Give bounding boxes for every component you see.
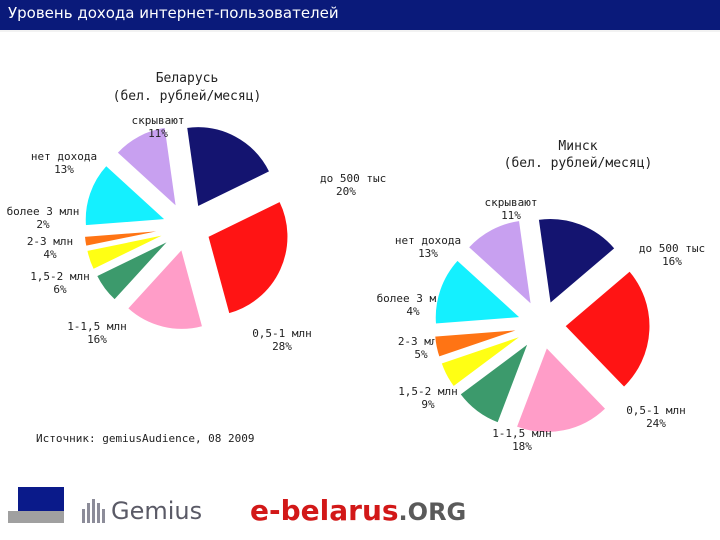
slice-label-minsk-до-500-тыс: до 500 тыс <box>639 242 705 255</box>
slice-value-minsk-1-1-5-млн: 18% <box>512 440 532 453</box>
slice-value-belarus-более-3-млн: 2% <box>36 218 50 231</box>
slice-value-minsk-скрывают: 11% <box>501 209 521 222</box>
slice-value-belarus-нет-дохода: 13% <box>54 163 74 176</box>
pie-slice-belarus-до-500-тыс <box>186 126 271 208</box>
slice-label-belarus-скрывают: скрывают <box>132 114 185 127</box>
slice-label-belarus-0-5-1-млн: 0,5-1 млн <box>252 327 312 340</box>
slice-label-belarus-более-3-млн: более 3 млн <box>7 205 80 218</box>
slice-label-minsk-нет-дохода: нет дохода <box>395 234 461 247</box>
page-title: Уровень дохода интернет-пользователей <box>8 4 339 22</box>
pie-slice-minsk-1-1-5-млн <box>515 346 607 434</box>
pie-slice-belarus-1-5-2-млн <box>96 240 169 301</box>
pie-slice-belarus-0-5-1-млн <box>207 200 289 315</box>
slice-label-belarus-до-500-тыс: до 500 тыс <box>320 172 386 185</box>
pie-slice-belarus-нет-дохода <box>84 164 167 227</box>
pie-slice-minsk-скрывают <box>467 219 532 306</box>
presentation-logo-icon <box>8 487 64 523</box>
slice-value-minsk-0-5-1-млн: 24% <box>646 417 666 430</box>
slice-label-minsk-1-1-5-млн: 1-1,5 млн <box>492 427 552 440</box>
slice-value-belarus-2-3-млн: 4% <box>43 248 57 261</box>
slice-label-belarus-нет-дохода: нет дохода <box>31 150 97 163</box>
pie-slice-minsk-2-3-млн <box>440 335 522 388</box>
slice-value-belarus-скрывают: 11% <box>148 127 168 140</box>
pie-slice-belarus-более-3-млн <box>83 229 165 247</box>
slice-label-belarus-2-3-млн: 2-3 млн <box>27 235 73 248</box>
pie-slice-belarus-1-1-5-млн <box>126 248 204 330</box>
pie-slice-minsk-1-5-2-млн <box>459 341 530 424</box>
gemius-logo-text: Gemius <box>111 497 203 525</box>
pie-chart-belarus: Беларусь (бел. рублей/месяц) до 500 тыс20%… <box>7 71 387 353</box>
pie-slice-belarus-скрывают <box>116 126 177 208</box>
gemius-mark-icon <box>82 499 105 523</box>
slice-value-minsk-2-3-млн: 5% <box>414 348 428 361</box>
ebelarus-logo: e-belarus.ORG <box>250 494 466 527</box>
pie-slice-minsk-нет-дохода <box>434 259 522 325</box>
slice-label-minsk-2-3-млн: 2-3 млн <box>398 335 444 348</box>
ebelarus-logo-suffix: .ORG <box>398 498 467 526</box>
slice-label-belarus-1-5-2-млн: 1,5-2 млн <box>30 270 90 283</box>
slice-value-belarus-0-5-1-млн: 28% <box>272 340 292 353</box>
pie-slice-minsk-0-5-1-млн <box>564 270 651 388</box>
ebelarus-logo-prefix: e-belarus <box>250 494 399 527</box>
slice-label-minsk-более-3-млн: более 3 млн <box>377 292 450 305</box>
slice-value-belarus-1-1-5-млн: 16% <box>87 333 107 346</box>
slice-value-belarus-1-5-2-млн: 6% <box>53 283 67 296</box>
slice-value-minsk-1-5-2-млн: 9% <box>421 398 435 411</box>
slice-value-minsk-нет-дохода: 13% <box>418 247 438 260</box>
chart-title-minsk-line-1: Минск <box>558 139 597 154</box>
header-divider <box>0 30 720 32</box>
slice-label-belarus-1-1-5-млн: 1-1,5 млн <box>67 320 127 333</box>
chart-title-belarus-line-1: Беларусь <box>156 71 219 86</box>
gemius-logo: Gemius <box>82 494 202 528</box>
pie-slice-minsk-более-3-млн <box>434 329 520 358</box>
chart-title-belarus-line-2: (бел. рублей/месяц) <box>113 89 262 104</box>
slice-label-minsk-скрывают: скрывают <box>485 196 538 209</box>
slice-value-minsk-до-500-тыс: 16% <box>662 255 682 268</box>
source-note: Источник: gemiusAudience, 08 2009 <box>36 432 255 445</box>
slice-value-belarus-до-500-тыс: 20% <box>336 185 356 198</box>
header-bar: Уровень дохода интернет-пользователей <box>0 0 720 30</box>
slice-value-minsk-более-3-млн: 4% <box>406 305 420 318</box>
chart-title-minsk-line-2: (бел. рублей/месяц) <box>504 156 653 171</box>
slice-label-minsk-0-5-1-млн: 0,5-1 млн <box>626 404 686 417</box>
pie-slice-belarus-2-3-млн <box>86 233 166 271</box>
slice-label-minsk-1-5-2-млн: 1,5-2 млн <box>398 385 458 398</box>
pie-slice-minsk-до-500-тыс <box>537 218 616 305</box>
